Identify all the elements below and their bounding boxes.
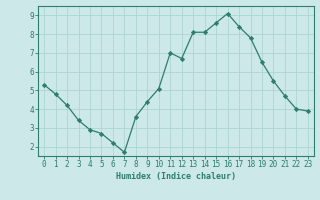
X-axis label: Humidex (Indice chaleur): Humidex (Indice chaleur)	[116, 172, 236, 181]
